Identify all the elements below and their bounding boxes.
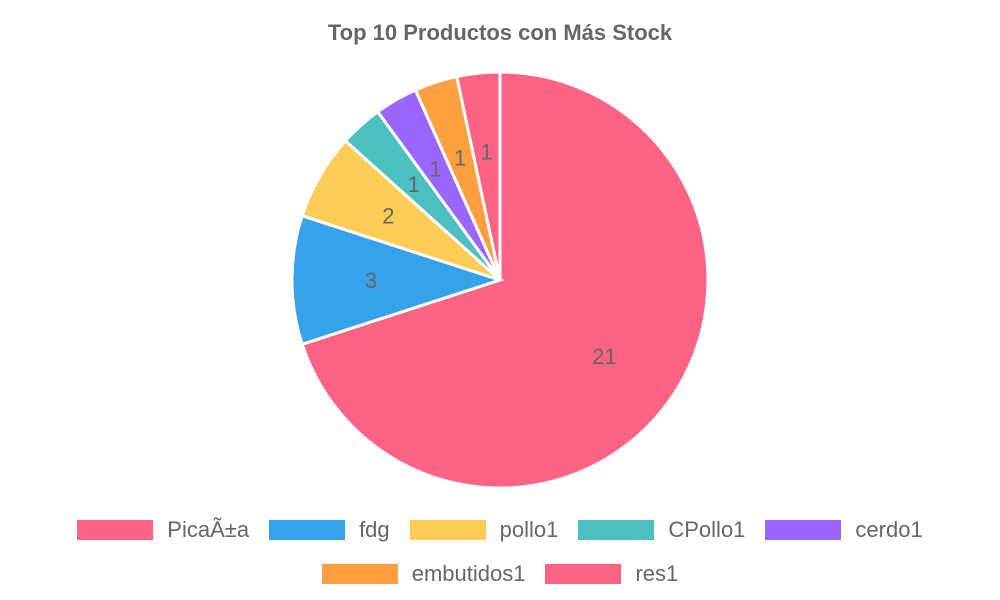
legend-label: fdg [359,517,390,542]
legend-swatch [545,564,622,584]
slice-value-label: 21 [592,344,616,369]
legend-label: embutidos1 [411,561,526,586]
legend-swatch [321,564,398,584]
slice-value-label: 1 [429,156,441,181]
legend-item[interactable]: CPollo1 [578,517,745,543]
legend-row: embutidos1 res1 [0,552,1000,596]
legend-label: res1 [635,561,679,586]
legend-swatch [578,520,655,540]
legend-item[interactable]: cerdo1 [765,517,923,543]
legend-swatch [765,520,842,540]
legend-swatch [269,520,346,540]
pie-slice-2[interactable] [290,213,505,347]
pie-slice-7[interactable] [454,70,502,281]
legend-item[interactable]: res1 [545,561,678,587]
pie-slice-1[interactable] [300,70,710,490]
slice-value-label: 1 [408,172,420,197]
legend-swatch [77,520,154,540]
legend-label: cerdo1 [855,517,923,542]
slice-value-label: 1 [454,145,466,170]
legend-label: PicaÃ±a [167,517,250,542]
legend-item[interactable]: fdg [269,517,390,543]
legend-swatch [409,520,486,540]
legend-item[interactable]: pollo1 [409,517,559,543]
slice-value-label: 1 [480,140,492,165]
legend-item[interactable]: PicaÃ±a [77,517,249,543]
legend-label: CPollo1 [668,517,746,542]
slice-value-label: 3 [365,268,377,293]
legend: PicaÃ±a fdg pollo1 CPollo1 cerdo1 embutidos1… [0,508,1000,596]
slice-value-label: 2 [382,204,394,229]
chart-title: Top 10 Productos con Más Stock [327,20,673,45]
legend-row: PicaÃ±a fdg pollo1 CPollo1 cerdo1 [0,508,1000,552]
legend-item[interactable]: embutidos1 [321,561,526,587]
legend-label: pollo1 [499,517,559,542]
